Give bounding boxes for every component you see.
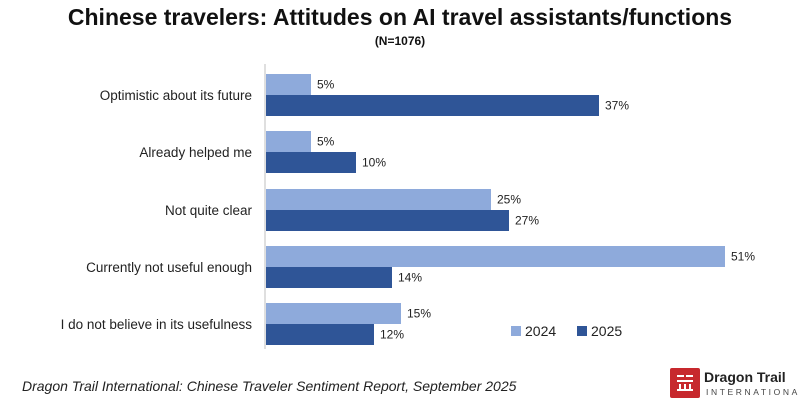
data-label-2024-i-do-not-believe-in-its-usefulness: 15% bbox=[407, 307, 431, 321]
dragon-trail-logo: Dragon Trail INTERNATIONAL bbox=[670, 368, 800, 400]
bar-2025-currently-not-useful-enough bbox=[266, 267, 392, 288]
bar-2024-optimistic-about-its-future bbox=[266, 74, 311, 95]
category-label-already-helped-me: Already helped me bbox=[139, 145, 252, 160]
data-label-2024-optimistic-about-its-future: 5% bbox=[317, 78, 335, 92]
logo-subtitle: INTERNATIONAL bbox=[706, 387, 800, 397]
bar-2025-already-helped-me bbox=[266, 152, 356, 173]
category-label-i-do-not-believe-in-its-usefulness: I do not believe in its usefulness bbox=[61, 317, 253, 332]
data-label-2025-not-quite-clear: 27% bbox=[515, 214, 539, 228]
legend-swatch-2024 bbox=[511, 326, 521, 336]
data-label-2025-optimistic-about-its-future: 37% bbox=[605, 99, 629, 113]
category-label-optimistic-about-its-future: Optimistic about its future bbox=[100, 88, 252, 103]
data-label-2024-already-helped-me: 5% bbox=[317, 135, 335, 149]
bar-2025-not-quite-clear bbox=[266, 210, 509, 231]
bar-2024-not-quite-clear bbox=[266, 189, 491, 210]
data-label-2024-not-quite-clear: 25% bbox=[497, 193, 521, 207]
source-note: Dragon Trail International: Chinese Trav… bbox=[22, 378, 517, 394]
data-label-2025-i-do-not-believe-in-its-usefulness: 12% bbox=[380, 328, 404, 342]
category-label-not-quite-clear: Not quite clear bbox=[165, 203, 253, 218]
bar-2024-i-do-not-believe-in-its-usefulness bbox=[266, 303, 401, 324]
logo-name: Dragon Trail bbox=[704, 369, 786, 385]
legend-swatch-2025 bbox=[577, 326, 587, 336]
data-label-2024-currently-not-useful-enough: 51% bbox=[731, 250, 755, 264]
data-label-2025-already-helped-me: 10% bbox=[362, 156, 386, 170]
data-label-2025-currently-not-useful-enough: 14% bbox=[398, 271, 422, 285]
bar-2024-already-helped-me bbox=[266, 131, 311, 152]
bar-2025-optimistic-about-its-future bbox=[266, 95, 599, 116]
legend-label-2024: 2024 bbox=[525, 323, 556, 339]
category-label-currently-not-useful-enough: Currently not useful enough bbox=[86, 260, 252, 275]
legend-label-2025: 2025 bbox=[591, 323, 622, 339]
chart-subtitle: (N=1076) bbox=[374, 34, 426, 48]
bar-2025-i-do-not-believe-in-its-usefulness bbox=[266, 324, 374, 345]
legend: 2024 2025 bbox=[511, 323, 622, 339]
dragon-logo-icon bbox=[670, 368, 700, 398]
bar-2024-currently-not-useful-enough bbox=[266, 246, 725, 267]
chart-title: Chinese travelers: Attitudes on AI trave… bbox=[67, 4, 733, 30]
